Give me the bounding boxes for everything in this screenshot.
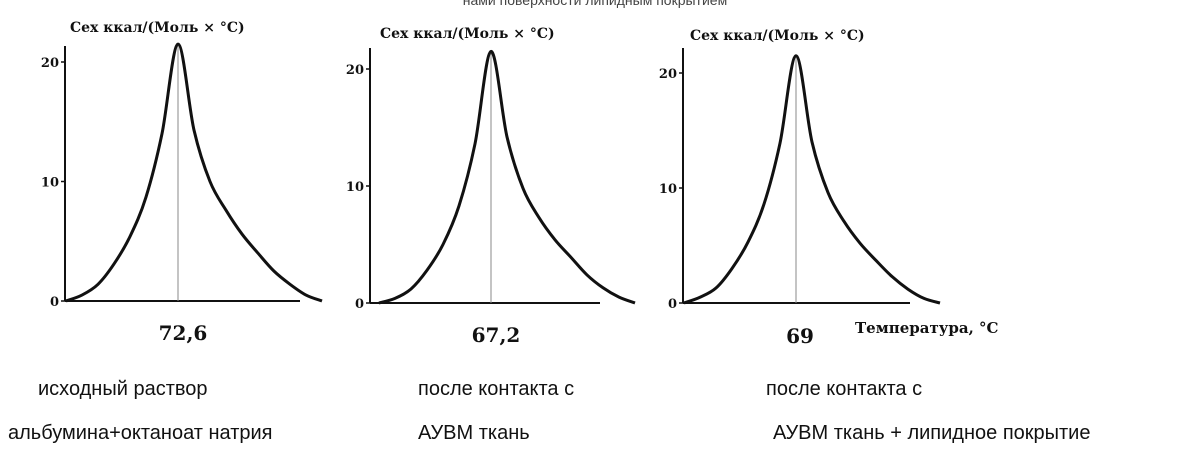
chart-3-peak-label: 69 xyxy=(786,324,814,348)
chart-2-ytick-label-20: 20 xyxy=(346,63,364,78)
chart-3-ytick-label-10: 10 xyxy=(659,182,677,197)
cropped-header-text: нами поверхности липидным покрытием xyxy=(462,0,728,8)
caption-2-line-1: после контакта с xyxy=(418,378,575,400)
caption-1-line-2: альбумина+октаноат натрия xyxy=(8,422,273,444)
caption-3-line-2: АУВМ ткань + липидное покрытие xyxy=(773,422,1091,444)
chart-2-ytick-label-10: 10 xyxy=(346,180,364,195)
chart-2-y-label: Cex ккал/(Моль × °С) xyxy=(380,26,555,42)
chart-3-x-label: Температура, °С xyxy=(855,319,999,337)
chart-1-ytick-label-10: 10 xyxy=(41,176,59,191)
chart-3-ytick-label-0: 0 xyxy=(668,297,677,312)
chart-3-ytick-label-20: 20 xyxy=(659,67,677,82)
chart-2-ytick-label-0: 0 xyxy=(355,297,364,312)
chart-3-series-line xyxy=(683,54,941,305)
chart-1-y-label: Cex ккал/(Моль × °С) xyxy=(70,20,245,36)
caption-3-line-1: после контакта с xyxy=(766,378,923,400)
chart-1-peak-label: 72,6 xyxy=(159,321,208,345)
caption-1-line-1: исходный раствор xyxy=(38,378,208,400)
chart-1-series-line xyxy=(65,42,323,303)
chart-1-ytick-label-20: 20 xyxy=(41,56,59,71)
chart-2-series-line xyxy=(378,49,636,305)
chart-3-y-label: Cex ккал/(Моль × °С) xyxy=(690,28,865,44)
caption-2-line-2: АУВМ ткань xyxy=(418,422,530,444)
chart-2-peak-label: 67,2 xyxy=(472,323,521,347)
chart-1-ytick-label-0: 0 xyxy=(50,295,59,310)
